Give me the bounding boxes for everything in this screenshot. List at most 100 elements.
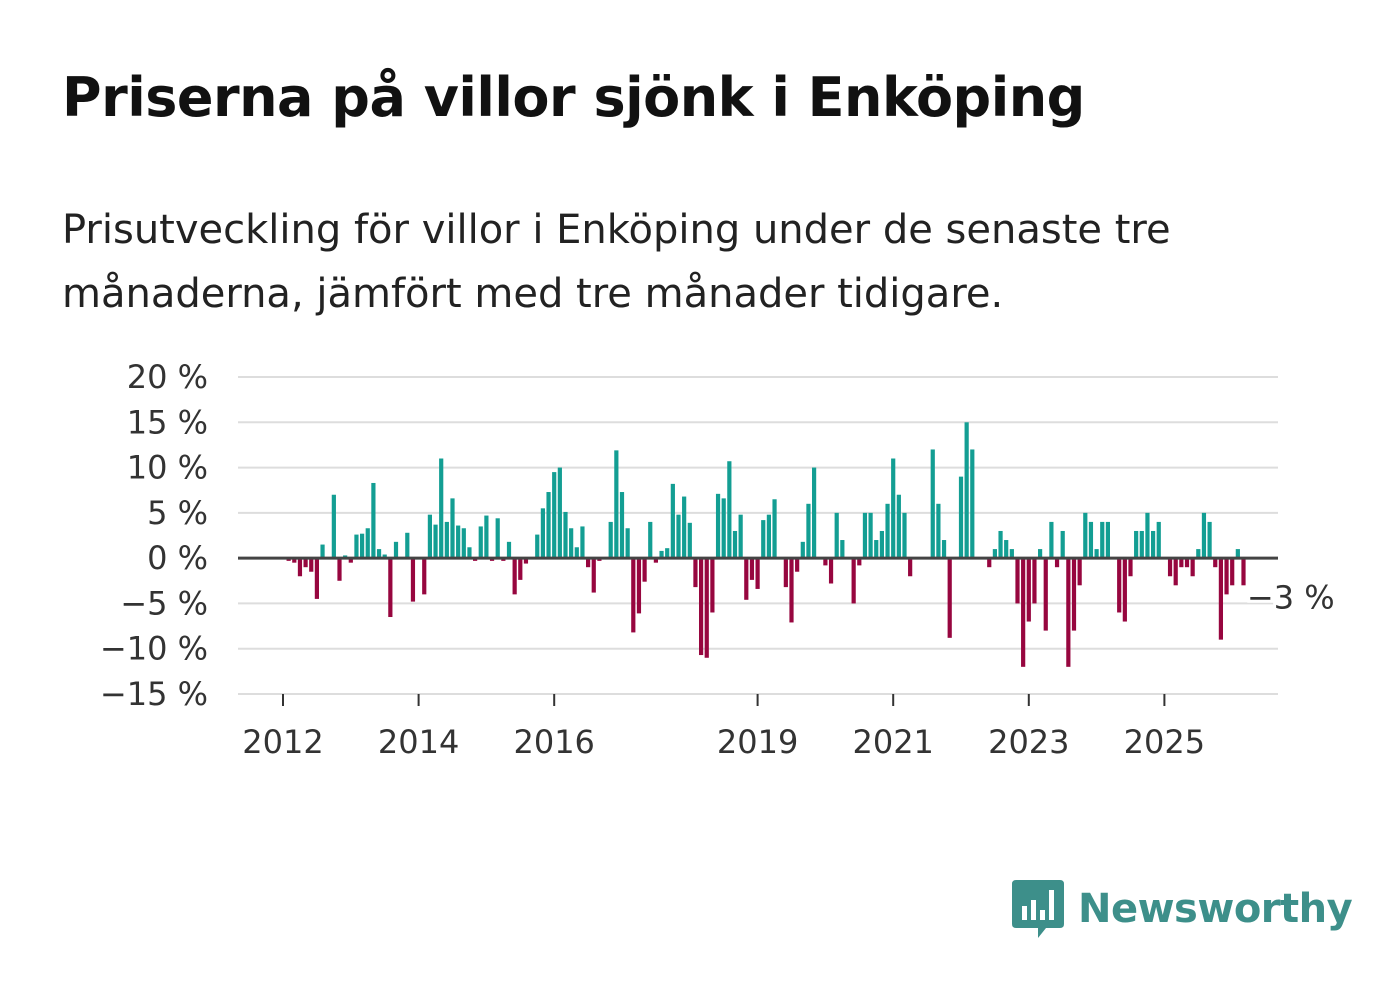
bar xyxy=(427,514,432,559)
bar xyxy=(738,514,743,559)
bar xyxy=(1009,549,1014,559)
bar xyxy=(761,520,766,559)
bar xyxy=(1201,512,1207,559)
bar xyxy=(834,512,839,559)
brand-name: Newsworthy xyxy=(1078,886,1353,932)
bar xyxy=(608,521,613,559)
bar xyxy=(958,476,964,559)
bar xyxy=(1026,558,1031,622)
bar xyxy=(478,526,483,559)
bar xyxy=(682,496,687,559)
bar xyxy=(1004,540,1009,559)
bar xyxy=(840,540,845,559)
bar xyxy=(388,558,393,618)
bar xyxy=(563,511,568,559)
x-tick-label: 2012 xyxy=(242,723,323,761)
bar xyxy=(365,528,370,559)
bar xyxy=(619,492,625,559)
x-tick-label: 2023 xyxy=(988,723,1069,761)
bar xyxy=(1038,549,1043,559)
bar xyxy=(1224,558,1229,595)
bar xyxy=(704,558,709,658)
bar xyxy=(659,550,664,559)
bar xyxy=(896,494,901,559)
bar xyxy=(687,522,692,559)
bar xyxy=(433,524,438,559)
bar xyxy=(309,558,314,572)
bar xyxy=(1060,530,1065,559)
y-axis-labels: 20 % 15 % 10 % 5 % 0 % −5 % −10 % −15 % xyxy=(100,358,208,713)
newsworthy-logo-icon xyxy=(1012,880,1064,938)
bar xyxy=(569,528,574,559)
bar xyxy=(941,540,947,559)
bar xyxy=(467,547,472,559)
bar xyxy=(676,514,681,559)
bar xyxy=(444,521,449,559)
bar xyxy=(360,533,365,559)
brand-logo: Newsworthy xyxy=(1010,878,1353,940)
bar xyxy=(642,558,647,582)
bar xyxy=(405,532,410,559)
last-value-annotation: −3 % xyxy=(1244,575,1338,619)
bar xyxy=(806,503,811,559)
bar xyxy=(552,472,557,559)
bar xyxy=(614,450,619,559)
bar xyxy=(456,525,461,559)
bar xyxy=(1054,558,1060,568)
bar xyxy=(891,458,896,559)
bar xyxy=(789,558,794,623)
bar xyxy=(1043,558,1048,631)
bar xyxy=(1122,558,1127,622)
bar xyxy=(1207,521,1212,559)
bar xyxy=(393,541,399,559)
bar xyxy=(862,512,868,559)
bar xyxy=(710,558,715,613)
bar xyxy=(410,558,416,602)
bar xyxy=(749,558,755,580)
bar xyxy=(885,503,890,559)
bar xyxy=(1128,558,1133,577)
bar xyxy=(947,558,952,638)
bar xyxy=(1083,512,1088,559)
bar xyxy=(992,549,997,559)
bar xyxy=(1049,521,1054,559)
bar xyxy=(1117,558,1122,613)
bar xyxy=(715,493,721,559)
bar xyxy=(936,503,941,559)
bar xyxy=(908,558,913,577)
bar xyxy=(1173,558,1178,586)
bar xyxy=(1015,558,1020,604)
bar xyxy=(823,558,828,566)
bar xyxy=(1077,558,1082,586)
y-grid xyxy=(238,376,1278,695)
bar xyxy=(1190,558,1195,577)
bar xyxy=(755,558,760,589)
bar xyxy=(523,558,529,564)
bar xyxy=(1218,558,1223,640)
bar xyxy=(1100,521,1105,559)
y-tick-label: 10 % xyxy=(127,449,208,487)
bar xyxy=(376,549,382,559)
bar xyxy=(1241,558,1246,586)
bar xyxy=(648,521,653,559)
bar xyxy=(1066,558,1071,667)
annotation-label: −3 % xyxy=(1247,578,1335,616)
bar xyxy=(1179,558,1184,568)
bar xyxy=(670,483,675,559)
bar xyxy=(439,458,444,559)
bar xyxy=(828,558,834,584)
bar xyxy=(1156,521,1161,559)
bar xyxy=(732,530,738,559)
bar xyxy=(693,558,698,588)
bar xyxy=(422,558,427,595)
bar xyxy=(506,541,512,559)
bar xyxy=(699,558,704,656)
bar xyxy=(851,558,856,604)
bar xyxy=(970,449,975,559)
bar xyxy=(292,558,297,563)
bar xyxy=(1167,558,1173,577)
bar xyxy=(314,558,319,599)
bar xyxy=(857,558,862,566)
bar xyxy=(727,461,732,559)
bar xyxy=(902,512,907,559)
